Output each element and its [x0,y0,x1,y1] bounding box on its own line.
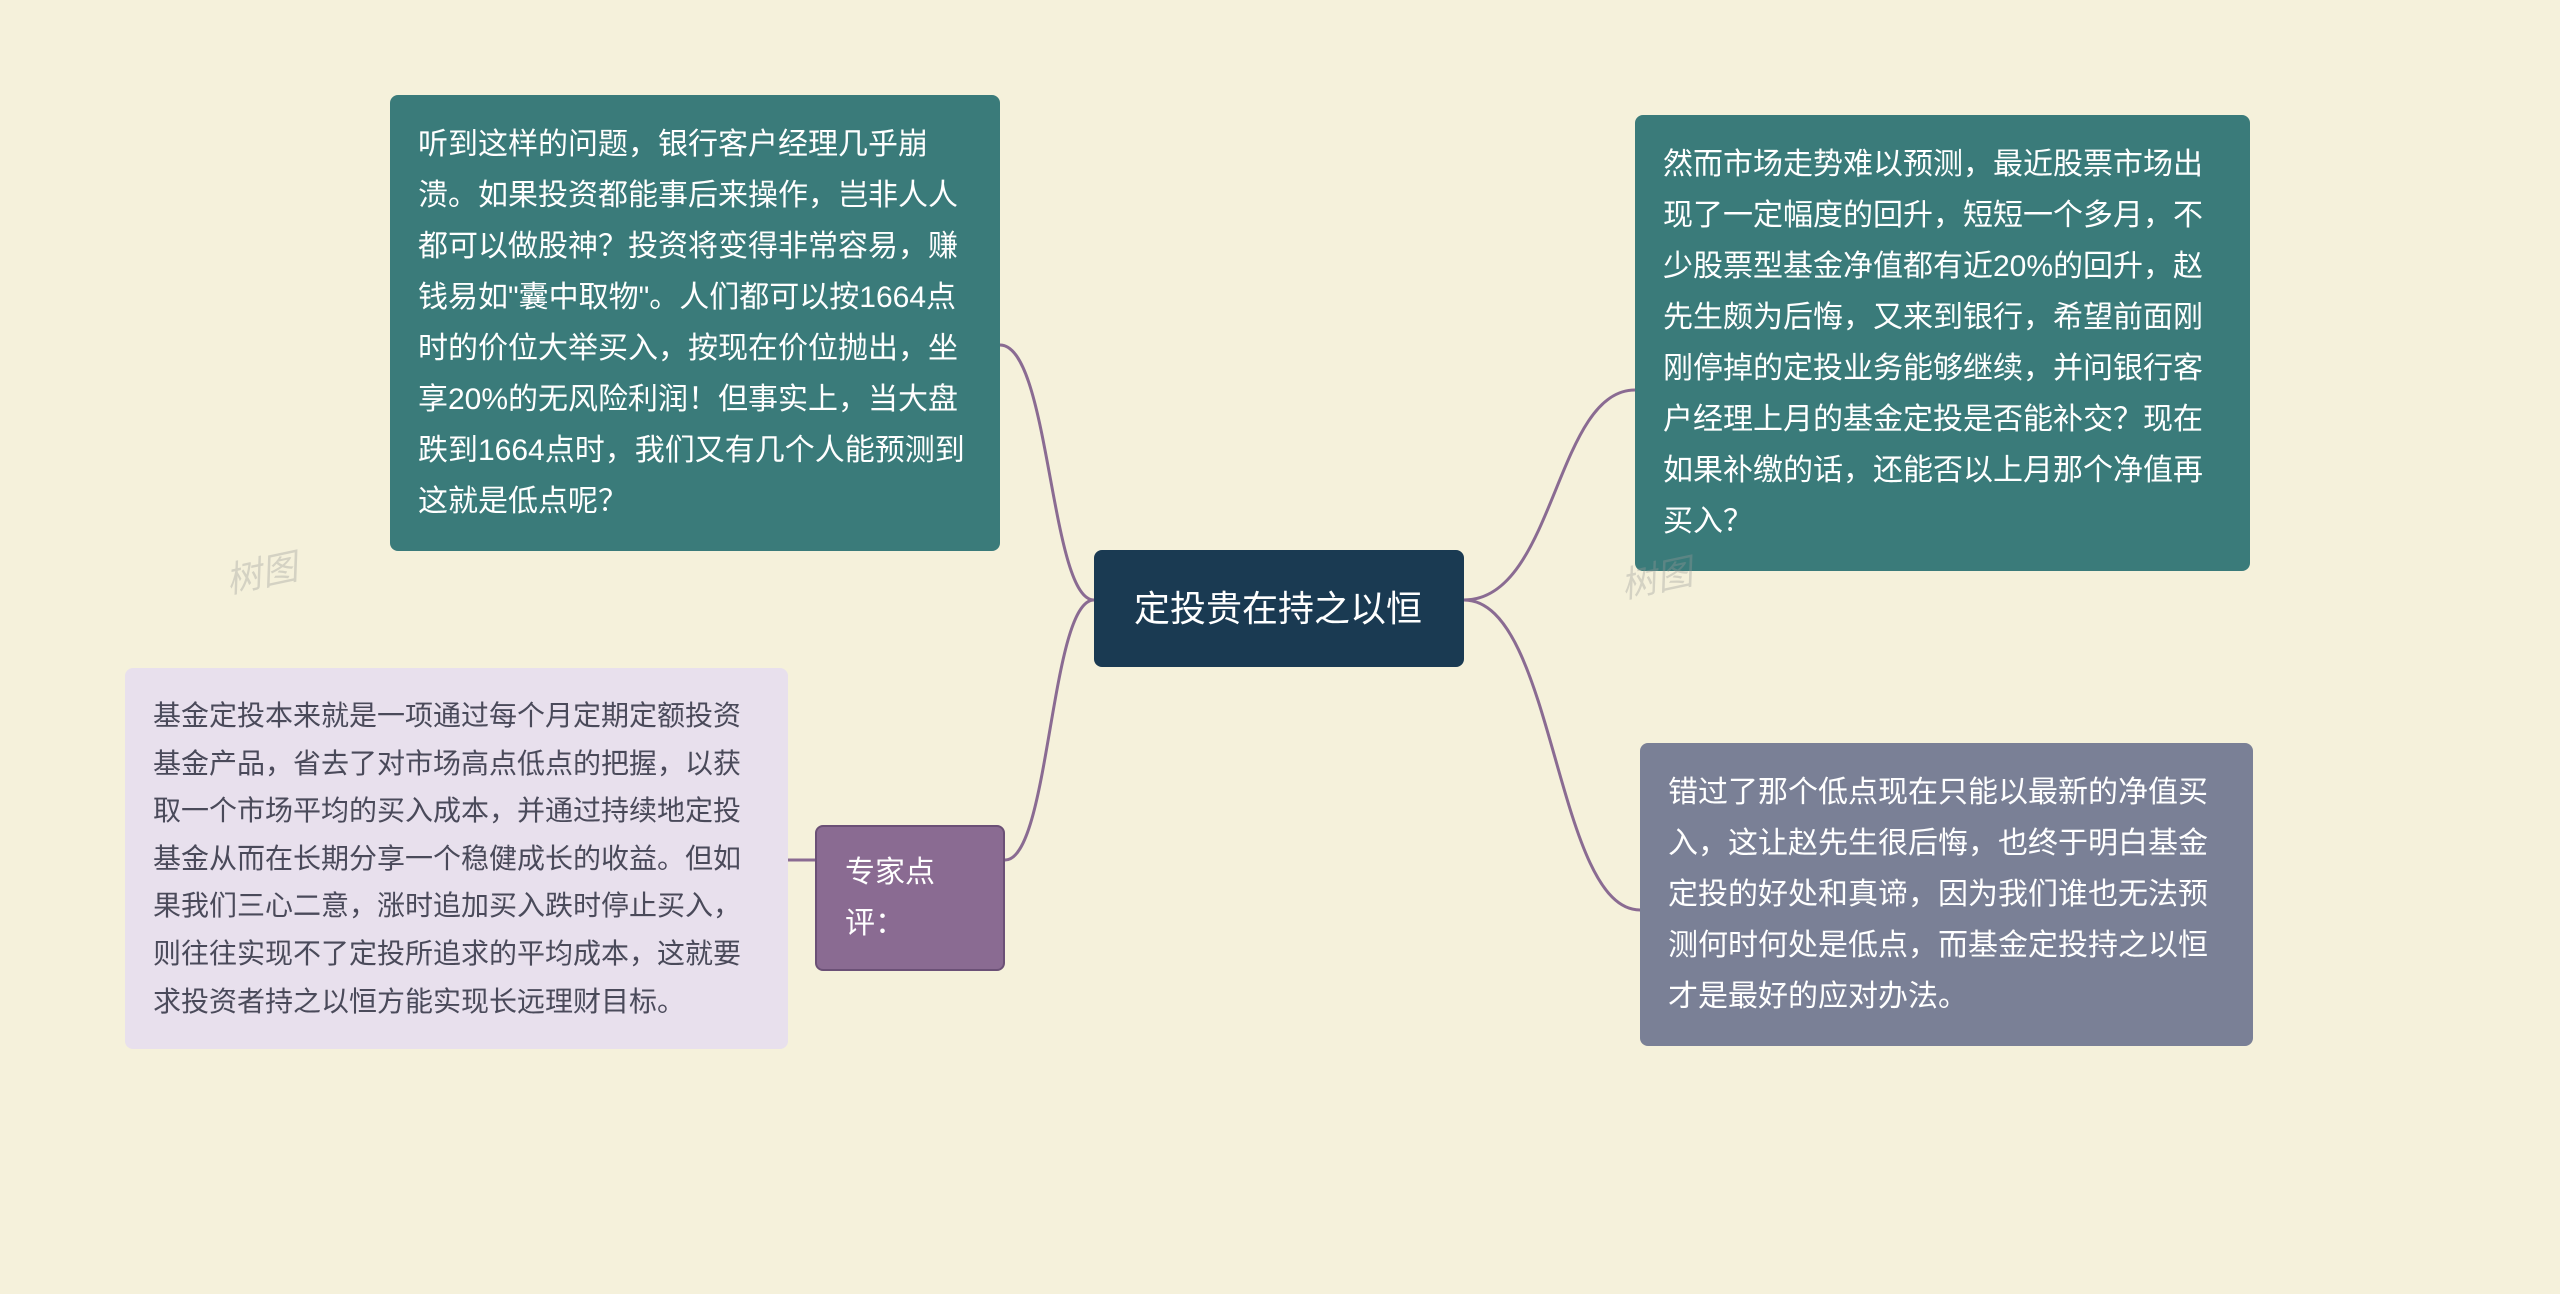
branch-bottom-right-text: 错过了那个低点现在只能以最新的净值买入，这让赵先生很后悔，也终于明白基金定投的好… [1668,776,2208,1013]
center-node[interactable]: 定投贵在持之以恒 [1094,550,1464,667]
branch-top-left-text: 听到这样的问题，银行客户经理几乎崩溃。如果投资都能事后来操作，岂非人人都可以做股… [418,128,965,518]
branch-top-left[interactable]: 听到这样的问题，银行客户经理几乎崩溃。如果投资都能事后来操作，岂非人人都可以做股… [390,95,1000,551]
branch-expert-label[interactable]: 专家点评： [815,825,1005,971]
branch-top-right-text: 然而市场走势难以预测，最近股票市场出现了一定幅度的回升，短短一个多月，不少股票型… [1663,148,2203,538]
branch-bottom-left-detail[interactable]: 基金定投本来就是一项通过每个月定期定额投资基金产品，省去了对市场高点低点的把握，… [125,668,788,1049]
watermark-1: 树图 [220,538,301,604]
branch-bottom-right[interactable]: 错过了那个低点现在只能以最新的净值买入，这让赵先生很后悔，也终于明白基金定投的好… [1640,743,2253,1046]
branch-top-right[interactable]: 然而市场走势难以预测，最近股票市场出现了一定幅度的回升，短短一个多月，不少股票型… [1635,115,2250,571]
center-text: 定投贵在持之以恒 [1134,588,1422,629]
branch-expert-label-text: 专家点评： [845,856,935,940]
branch-bottom-left-detail-text: 基金定投本来就是一项通过每个月定期定额投资基金产品，省去了对市场高点低点的把握，… [153,700,741,1017]
